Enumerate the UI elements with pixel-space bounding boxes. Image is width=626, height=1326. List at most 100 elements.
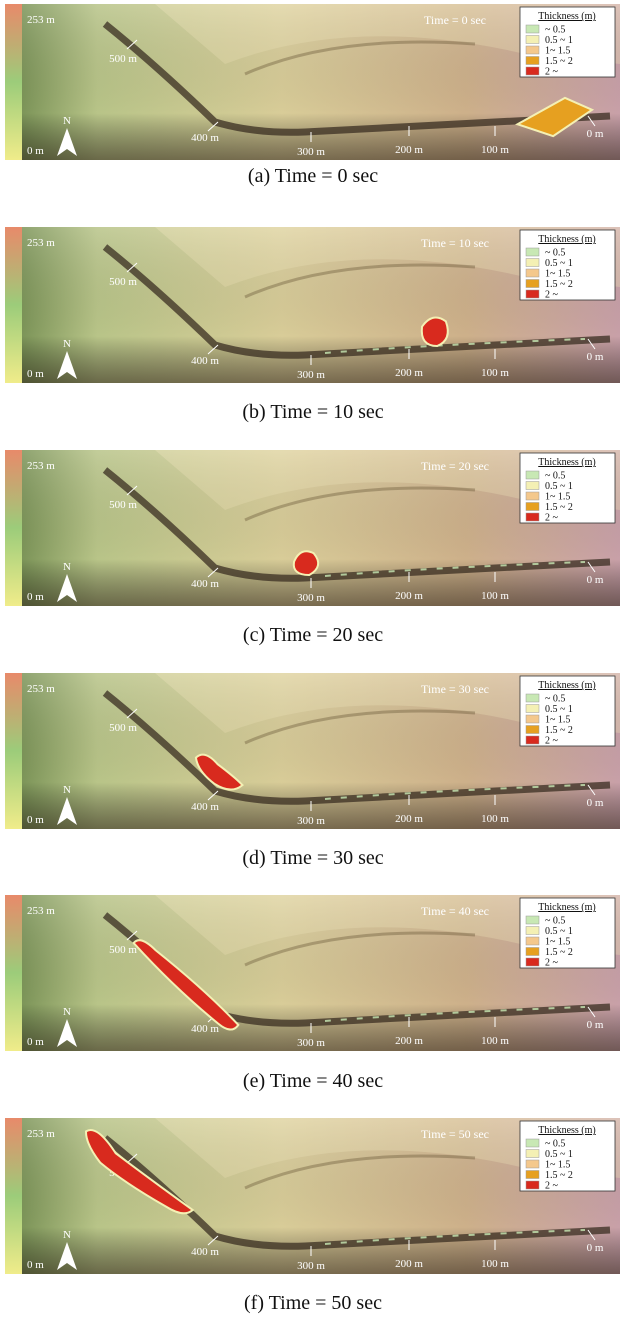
map-panel: 253 m0 mN500 m400 m300 m200 m100 m0 mTim…	[5, 227, 620, 383]
distance-label: 200 m	[395, 1035, 423, 1047]
distance-label: 300 m	[297, 1260, 325, 1272]
distance-label: 200 m	[395, 1258, 423, 1270]
legend-title: Thickness (m)	[538, 457, 596, 468]
time-label: Time = 10 sec	[421, 236, 489, 250]
distance-label: 500 m	[109, 944, 137, 956]
distance-label: 0 m	[587, 1242, 604, 1254]
legend-label: 1.5 ~ 2	[545, 725, 573, 736]
legend-label: ~ 0.5	[545, 471, 565, 482]
legend-swatch	[526, 726, 539, 734]
legend-label: 0.5 ~ 1	[545, 35, 573, 46]
distance-label: 200 m	[395, 813, 423, 825]
legend-title: Thickness (m)	[538, 234, 596, 245]
distance-label: 100 m	[481, 590, 509, 602]
elevation-bar	[5, 1118, 22, 1274]
legend-label: 1~ 1.5	[545, 492, 570, 503]
legend-swatch	[526, 513, 539, 521]
distance-label: 0 m	[587, 1019, 604, 1031]
legend-label: 1~ 1.5	[545, 937, 570, 948]
caption: (f) Time = 50 sec	[244, 1292, 382, 1314]
legend-label: ~ 0.5	[545, 248, 565, 259]
distance-label: 100 m	[481, 1258, 509, 1270]
legend-title: Thickness (m)	[538, 902, 596, 913]
map-panel: 253 m0 mN500 m400 m300 m200 m100 m0 mTim…	[5, 895, 620, 1051]
legend-swatch	[526, 503, 539, 511]
legend-swatch	[526, 471, 539, 479]
legend-swatch	[526, 25, 539, 33]
legend-swatch	[526, 1181, 539, 1189]
elevation-bar	[5, 673, 22, 829]
distance-label: 400 m	[191, 132, 219, 144]
legend-swatch	[526, 290, 539, 298]
distance-label: 400 m	[191, 801, 219, 813]
legend-label: 2 ~	[545, 958, 559, 969]
legend-label: 1.5 ~ 2	[545, 279, 573, 290]
legend-title: Thickness (m)	[538, 1125, 596, 1136]
caption: (e) Time = 40 sec	[243, 1070, 383, 1092]
elevation-top: 253 m	[27, 905, 55, 917]
legend-label: ~ 0.5	[545, 1139, 565, 1150]
distance-label: 300 m	[297, 1037, 325, 1049]
legend-label: 2 ~	[545, 290, 559, 301]
distance-label: 100 m	[481, 367, 509, 379]
north-label: N	[63, 784, 71, 796]
distance-label: 400 m	[191, 355, 219, 367]
legend-swatch	[526, 715, 539, 723]
distance-label: 300 m	[297, 592, 325, 604]
elevation-top: 253 m	[27, 460, 55, 472]
distance-label: 100 m	[481, 813, 509, 825]
legend-swatch	[526, 57, 539, 65]
legend-label: 1~ 1.5	[545, 1160, 570, 1171]
legend-swatch	[526, 46, 539, 54]
legend-label: ~ 0.5	[545, 25, 565, 36]
legend-swatch	[526, 259, 539, 267]
distance-label: 200 m	[395, 367, 423, 379]
legend-swatch	[526, 1160, 539, 1168]
time-label: Time = 20 sec	[421, 459, 489, 473]
legend-swatch	[526, 280, 539, 288]
caption: (d) Time = 30 sec	[242, 847, 383, 869]
legend-swatch	[526, 958, 539, 966]
legend-label: 1.5 ~ 2	[545, 56, 573, 67]
elevation-bottom: 0 m	[27, 591, 44, 603]
north-label: N	[63, 115, 71, 127]
elevation-top: 253 m	[27, 14, 55, 26]
legend-swatch	[526, 916, 539, 924]
distance-label: 100 m	[481, 144, 509, 156]
legend-label: 0.5 ~ 1	[545, 258, 573, 269]
distance-label: 500 m	[109, 499, 137, 511]
north-label: N	[63, 338, 71, 350]
legend-label: 2 ~	[545, 1181, 559, 1192]
legend-swatch	[526, 36, 539, 44]
elevation-bottom: 0 m	[27, 814, 44, 826]
legend-swatch	[526, 937, 539, 945]
legend-label: 1.5 ~ 2	[545, 947, 573, 958]
legend-swatch	[526, 705, 539, 713]
legend-label: 2 ~	[545, 513, 559, 524]
distance-label: 500 m	[109, 722, 137, 734]
legend-label: 0.5 ~ 1	[545, 926, 573, 937]
elevation-bar	[5, 4, 22, 160]
legend-label: 1.5 ~ 2	[545, 1170, 573, 1181]
legend-label: 1~ 1.5	[545, 715, 570, 726]
legend-swatch	[526, 67, 539, 75]
legend-swatch	[526, 492, 539, 500]
legend-label: 0.5 ~ 1	[545, 704, 573, 715]
distance-label: 0 m	[587, 797, 604, 809]
distance-label: 300 m	[297, 815, 325, 827]
legend-title: Thickness (m)	[538, 11, 596, 22]
distance-label: 0 m	[587, 574, 604, 586]
legend-label: 1~ 1.5	[545, 269, 570, 280]
legend-swatch	[526, 948, 539, 956]
legend-label: 2 ~	[545, 67, 559, 78]
time-label: Time = 30 sec	[421, 682, 489, 696]
elevation-top: 253 m	[27, 683, 55, 695]
legend-swatch	[526, 482, 539, 490]
caption: (b) Time = 10 sec	[242, 401, 383, 423]
time-label: Time = 0 sec	[424, 13, 486, 27]
legend-swatch	[526, 1171, 539, 1179]
caption: (a) Time = 0 sec	[248, 165, 378, 187]
elevation-bottom: 0 m	[27, 1036, 44, 1048]
elevation-bottom: 0 m	[27, 1259, 44, 1271]
distance-label: 500 m	[109, 53, 137, 65]
